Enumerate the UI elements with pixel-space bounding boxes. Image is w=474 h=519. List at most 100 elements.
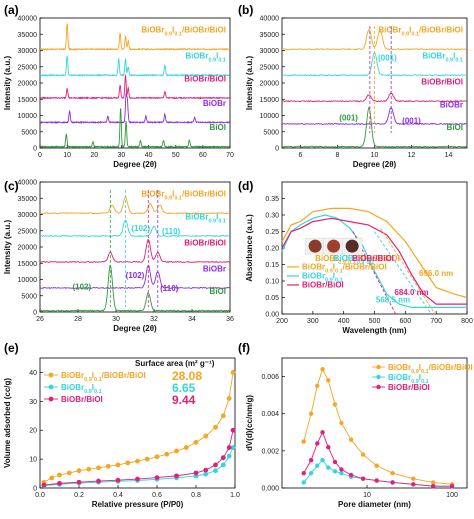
- series-label: BiOBr: [203, 264, 226, 273]
- legend-entry: BiOBr/BiOI: [302, 280, 344, 289]
- data-point: [374, 478, 379, 483]
- x-tick-label: 36: [226, 316, 234, 323]
- x-tick-label: 600: [399, 318, 411, 325]
- y-tick-label: 25000: [260, 64, 280, 71]
- series-line: [303, 367, 453, 485]
- y-tick-label: 0: [33, 486, 37, 493]
- data-point: [220, 413, 226, 419]
- data-point: [41, 482, 47, 488]
- x-tick-label: 26: [36, 316, 44, 323]
- y-tick-label: 25000: [18, 228, 38, 235]
- surface-area-value: 9.44: [172, 393, 196, 407]
- data-point: [430, 483, 436, 489]
- surface-area-value: 28.08: [172, 369, 202, 383]
- x-tick-label: 200: [276, 318, 288, 325]
- data-point: [308, 470, 314, 476]
- series-line: [39, 22, 231, 52]
- y-tick-label: 0.006: [261, 374, 279, 381]
- x-tick-label: 14: [445, 152, 453, 159]
- panel-label: (c): [4, 179, 19, 193]
- peak-annotation: (001): [339, 113, 358, 122]
- y-tick-label: 0.00: [265, 312, 279, 319]
- series-label: BiOBr0.9I0.1/BiOBr/BiOI: [141, 190, 226, 202]
- data-point: [226, 396, 232, 401]
- series-line: [39, 196, 231, 215]
- y-tick-label: 35000: [18, 32, 38, 39]
- data-point: [115, 477, 121, 483]
- y-tick-label: 40000: [260, 16, 280, 23]
- data-point: [193, 470, 199, 476]
- data-point: [332, 469, 338, 474]
- inset-label: BiOBr/BiOI: [352, 254, 394, 263]
- data-point: [115, 462, 121, 468]
- sample-swatch: [345, 239, 359, 253]
- data-point: [226, 453, 232, 459]
- data-point: [449, 483, 455, 489]
- x-tick-label: 10: [371, 152, 379, 159]
- data-point: [315, 383, 320, 389]
- tangent-line: [380, 227, 436, 315]
- y-tick-label: 20: [29, 428, 37, 435]
- data-point: [348, 437, 354, 442]
- data-point: [430, 480, 436, 485]
- y-tick-label: 15000: [18, 261, 38, 268]
- tangent-line: [374, 231, 432, 315]
- data-point: [220, 455, 226, 461]
- series-label: BiOI: [210, 123, 226, 132]
- data-point: [66, 470, 72, 476]
- data-point: [96, 465, 101, 471]
- data-point: [320, 366, 325, 372]
- data-point: [49, 475, 55, 481]
- y-tick-label: 10000: [18, 113, 38, 120]
- x-tick-label: 10: [63, 152, 71, 159]
- y-tick-label: 0.10: [265, 279, 279, 286]
- y-tick-label: 30000: [260, 48, 280, 55]
- data-point: [203, 433, 209, 439]
- y-axis-label: dV(d)(cc/nm/g): [245, 395, 254, 451]
- y-axis-label: Intensity (a.u.): [3, 220, 12, 275]
- inset-label: BiOBr0.9I0.1/BiOBr/BiOI: [315, 254, 400, 266]
- y-tick-label: 5000: [21, 293, 37, 300]
- data-point: [213, 462, 218, 468]
- series-label: BiOBr/BiOI: [184, 74, 226, 83]
- inset-label: BiOBr0.9I0.1: [334, 254, 375, 266]
- x-tick-label: 30: [112, 316, 120, 323]
- peak-annotation: (110): [162, 227, 181, 236]
- x-tick-label: 0.8: [191, 492, 201, 499]
- data-point: [76, 468, 82, 474]
- x-tick-label: 0.4: [113, 492, 123, 499]
- legend-entry: BiOBr0.9I0.1/BiOBr/BiOI: [61, 371, 146, 383]
- data-point: [135, 476, 140, 482]
- series-label: BiOI: [447, 123, 463, 132]
- data-point: [220, 462, 226, 468]
- x-tick-label: 100: [446, 492, 458, 499]
- legend-marker: [376, 364, 381, 370]
- series-label: BiOBr0.9I0.1: [185, 52, 226, 64]
- data-point: [230, 427, 236, 433]
- legend-entry: BiOBr0.9I0.1: [61, 383, 102, 395]
- data-point: [301, 470, 306, 476]
- peak-annotation: (102): [126, 271, 145, 280]
- x-tick-label: 300: [307, 318, 319, 325]
- y-tick-label: 5000: [263, 129, 279, 136]
- series-label: BiOBr: [440, 100, 463, 109]
- legend-marker: [48, 372, 54, 378]
- x-tick-label: 12: [408, 152, 416, 159]
- y-tick-label: 0.002: [261, 448, 279, 455]
- series-label: BiOBr0.9I0.1/BiOBr/BiOI: [378, 26, 463, 38]
- data-point: [154, 475, 160, 480]
- data-point: [154, 454, 160, 460]
- data-point: [320, 457, 325, 463]
- data-point: [203, 471, 209, 477]
- series-label: BiOBr/BiOI: [184, 238, 226, 247]
- data-point: [301, 480, 306, 485]
- edge-annotation: 696.0 nm: [419, 269, 453, 278]
- peak-annotation: (001): [378, 53, 397, 62]
- y-tick-label: 40000: [18, 16, 38, 23]
- data-point: [326, 465, 331, 470]
- y-tick-label: 0.000: [261, 486, 279, 493]
- series-line: [281, 92, 468, 103]
- data-point: [76, 479, 82, 485]
- series-line: [281, 207, 468, 299]
- y-axis-label: Volume adsorbed (cc/g): [3, 378, 12, 468]
